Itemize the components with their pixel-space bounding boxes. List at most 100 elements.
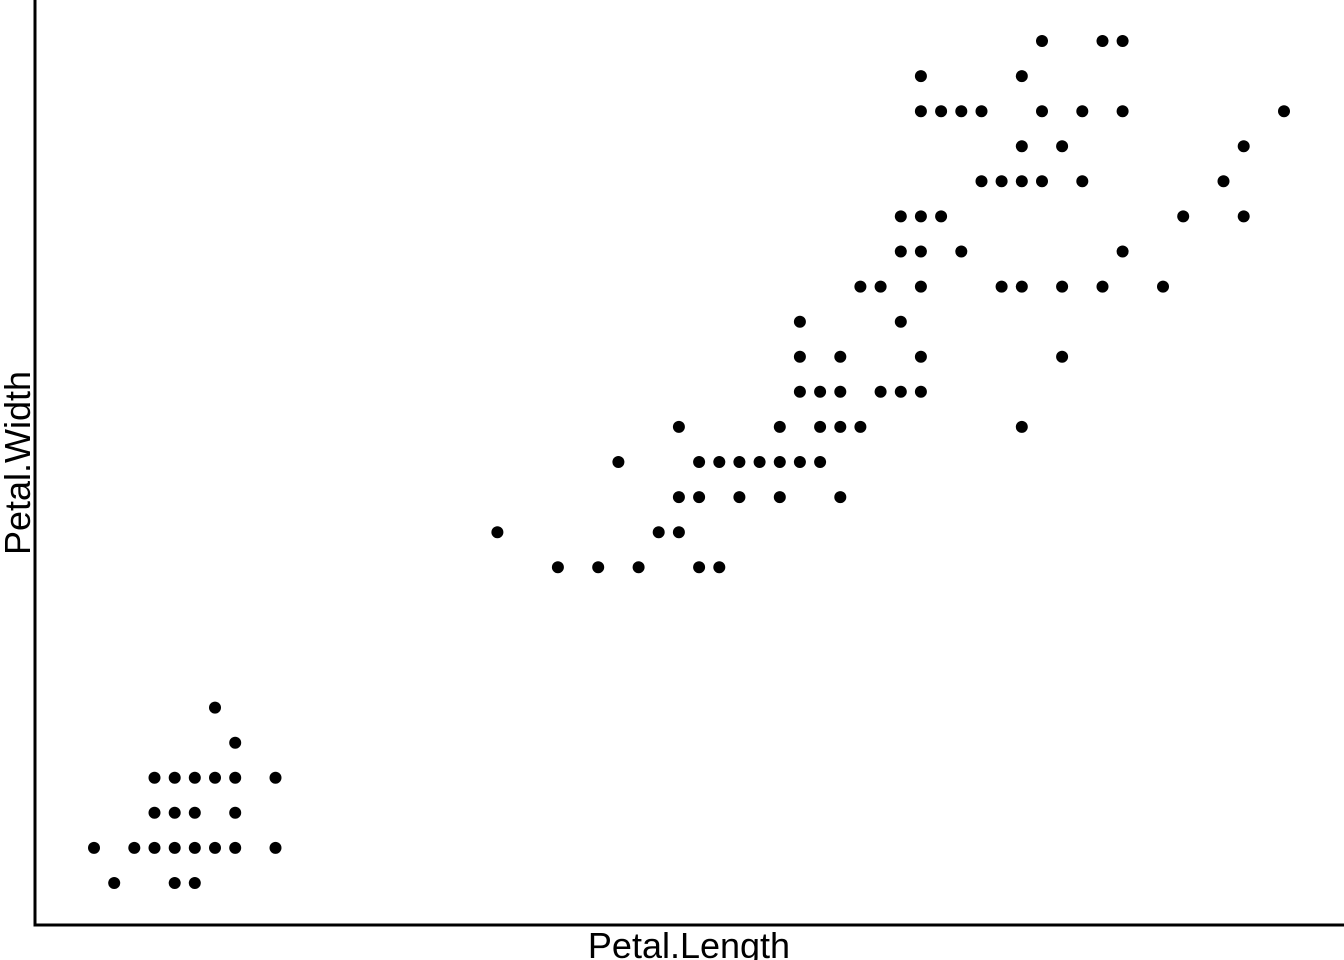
data-point [1217,175,1230,188]
data-point [854,280,867,293]
data-point [773,420,786,433]
data-point [935,210,948,223]
data-point [1036,35,1048,47]
data-point [168,841,181,854]
data-point [188,806,201,819]
data-point [1177,210,1190,223]
data-point [814,385,827,398]
data-point [229,771,242,784]
x-axis-label: Petal.Length [588,925,790,960]
data-point [209,771,221,784]
data-point [995,280,1008,293]
data-point [652,526,665,539]
data-point [1096,280,1109,293]
data-point [88,841,100,854]
data-point [148,771,161,784]
data-point [1056,140,1069,153]
data-point [793,315,806,328]
data-point [1015,420,1028,433]
data-point [814,456,827,468]
data-point [1015,280,1028,293]
data-point [834,420,847,433]
data-point [793,350,806,363]
data-point [632,561,645,574]
data-point [188,841,201,854]
data-point [168,877,181,889]
data-point [672,526,685,539]
data-point [1278,105,1290,118]
data-point [733,456,746,468]
data-point [612,456,625,468]
data-point [1015,175,1028,188]
y-axis-label: Petal.Width [0,371,38,555]
data-point [834,350,847,363]
data-point [672,491,685,504]
data-point [814,420,827,433]
data-point [1056,350,1069,363]
data-point [894,315,907,328]
data-point [1015,140,1028,153]
data-point [672,420,685,433]
data-point [874,280,887,293]
data-point [693,456,706,468]
data-point [914,70,927,83]
data-point [955,245,968,258]
data-point [955,105,968,118]
data-point [491,526,504,539]
data-point [894,245,907,258]
data-point [209,701,221,714]
data-point [592,561,605,574]
data-point [1076,175,1089,188]
data-point [108,877,121,889]
data-point [1116,105,1129,118]
data-point [935,105,948,118]
data-point [1237,140,1250,153]
data-point [793,385,806,398]
data-point [995,175,1008,188]
data-point [1237,210,1250,223]
data-point [914,385,927,398]
data-point [1036,105,1048,118]
data-point [168,806,181,819]
data-point [209,841,221,854]
data-point [834,491,847,504]
data-point [148,841,161,854]
data-point [894,385,907,398]
data-point [773,456,786,468]
data-point [693,491,706,504]
data-point [551,561,564,574]
data-point [914,245,927,258]
data-point [128,841,141,854]
data-point [229,841,242,854]
data-point [713,561,726,574]
data-point [168,771,181,784]
data-point [693,561,706,574]
data-point [1116,35,1129,47]
data-point [733,491,746,504]
points-layer [88,35,1290,889]
data-point [229,806,242,819]
data-point [1076,105,1089,118]
data-point [1157,280,1169,293]
data-point [914,210,927,223]
data-point [269,841,282,854]
data-point [773,491,786,504]
data-point [914,350,927,363]
data-point [894,210,907,223]
data-point [975,105,988,118]
data-point [1056,280,1069,293]
data-point [1096,35,1109,47]
data-point [713,456,726,468]
data-point [148,806,161,819]
data-point [874,385,887,398]
data-point [793,456,806,468]
data-point [229,736,242,749]
data-point [753,456,766,468]
data-point [914,105,927,118]
data-point [188,771,201,784]
data-point [834,385,847,398]
data-point [854,420,867,433]
data-point [914,280,927,293]
data-point [975,175,988,188]
